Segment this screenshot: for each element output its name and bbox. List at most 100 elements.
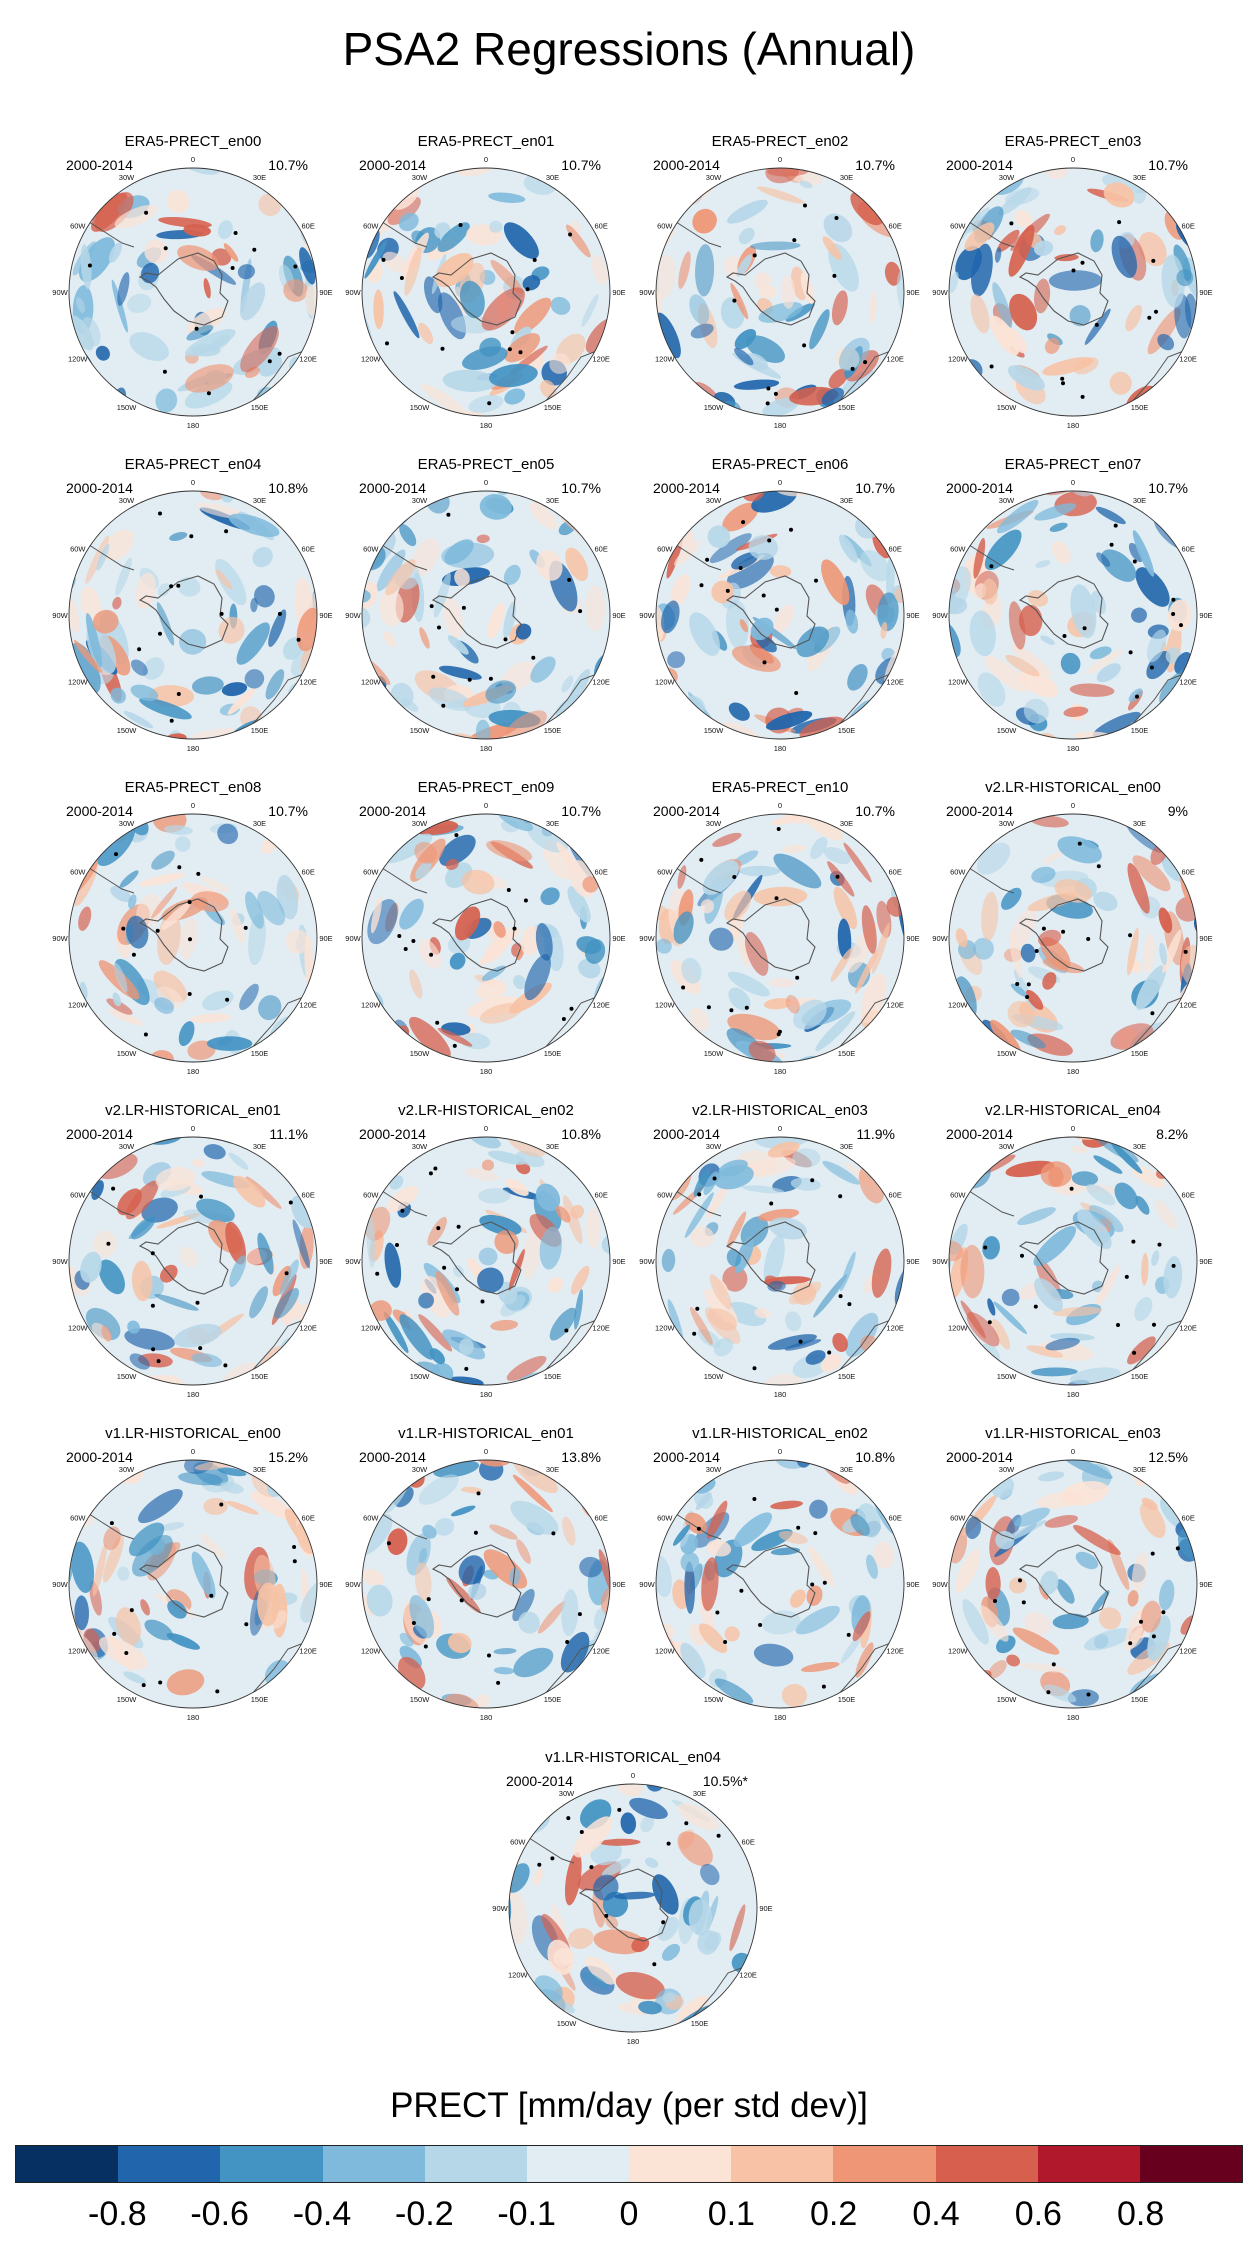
longitude-label: 0	[778, 155, 782, 164]
significance-marker	[705, 557, 710, 562]
panel-title: v1.LR-HISTORICAL_en03	[985, 1425, 1161, 1442]
panel-title: ERA5-PRECT_en06	[711, 456, 849, 473]
significance-marker	[176, 583, 181, 588]
significance-marker	[446, 512, 451, 517]
colorbar-tick-label: 0.2	[810, 2195, 858, 2233]
significance-marker	[792, 238, 797, 243]
significance-marker	[215, 1689, 220, 1694]
colorbar-tick-label: 0.8	[1117, 2195, 1165, 2233]
significance-marker	[987, 1320, 992, 1325]
panel-period: 2000-2014	[359, 157, 426, 173]
significance-marker	[292, 1545, 297, 1549]
significance-marker	[692, 1331, 697, 1336]
map-border	[68, 167, 318, 417]
significance-marker	[467, 677, 472, 682]
longitude-label: 120E	[592, 1001, 610, 1010]
significance-marker	[385, 341, 389, 346]
longitude-label: 0	[191, 1447, 195, 1456]
colorbar-tick-label: 0	[619, 2195, 639, 2233]
significance-marker	[199, 1194, 203, 1199]
significance-marker	[822, 1580, 827, 1585]
significance-marker	[774, 896, 779, 901]
longitude-label: 150W	[117, 403, 138, 412]
significance-marker	[458, 223, 463, 227]
polar-map: 0 30E 60E 90E 120E 150E 180 150W 120W 90W 60W 30W	[52, 155, 332, 430]
longitude-label: 90W	[932, 1580, 948, 1589]
significance-marker	[464, 1366, 469, 1371]
longitude-label: 90E	[1199, 611, 1212, 620]
longitude-label: 30W	[999, 496, 1015, 505]
longitude-label: 90E	[612, 288, 625, 297]
significance-marker	[1080, 260, 1085, 265]
colorbar-segment	[833, 2146, 936, 2182]
panel-period: 2000-2014	[66, 480, 133, 496]
significance-marker	[989, 564, 994, 569]
antarctica-coastline	[138, 252, 229, 326]
significance-marker	[187, 992, 192, 996]
panel-title: v2.LR-HISTORICAL_en02	[398, 1102, 574, 1119]
longitude-label: 60W	[657, 1191, 673, 1200]
significance-marker	[441, 703, 446, 708]
significance-marker	[143, 1032, 148, 1037]
longitude-label: 30E	[693, 1789, 706, 1798]
polar-map: 0 30E 60E 90E 120E 150E 180 150W 120W 90W 60W 30W	[639, 801, 919, 1076]
significance-marker	[188, 937, 192, 942]
longitude-label: 150E	[838, 1049, 856, 1058]
significance-marker	[455, 1287, 459, 1292]
longitude-label: 30W	[559, 1789, 575, 1798]
significance-marker	[150, 1303, 155, 1308]
longitude-label: 180	[187, 421, 200, 430]
longitude-label: 150E	[251, 403, 269, 412]
significance-marker	[163, 246, 168, 251]
longitude-label: 120W	[655, 1324, 676, 1333]
significance-marker	[1071, 268, 1076, 273]
longitude-label: 120E	[886, 1647, 904, 1656]
longitude-label: 150E	[251, 1372, 269, 1381]
longitude-label: 150W	[117, 1695, 138, 1704]
significance-marker	[400, 1208, 405, 1213]
antarctica-coastline	[431, 1544, 522, 1618]
significance-marker	[518, 350, 523, 355]
significance-marker	[739, 1588, 744, 1593]
significance-marker	[121, 926, 126, 931]
longitude-label: 120W	[508, 1971, 529, 1980]
significance-marker	[151, 1347, 156, 1352]
significance-marker	[223, 1363, 228, 1368]
significance-marker	[729, 1008, 734, 1013]
polar-map: 0 30E 60E 90E 120E 150E 180 150W 120W 90W 60W 30W	[52, 1124, 332, 1399]
longitude-label: 150E	[1131, 1695, 1149, 1704]
longitude-label: 0	[484, 1447, 488, 1456]
longitude-label: 30E	[546, 1465, 559, 1474]
panel-period: 2000-2014	[653, 1449, 720, 1465]
significance-marker	[442, 1265, 447, 1270]
longitude-label: 120E	[592, 355, 610, 364]
longitude-label: 90E	[319, 1257, 332, 1266]
antarctica-coastline	[725, 252, 816, 326]
significance-marker	[532, 258, 537, 262]
longitude-label: 90W	[639, 288, 655, 297]
polar-map: 0 30E 60E 90E 120E 150E 180 150W 120W 90W 60W 30W	[52, 478, 332, 753]
significance-marker	[1061, 381, 1065, 386]
significance-marker	[209, 1593, 214, 1598]
longitude-label: 120W	[948, 1647, 969, 1656]
colorbar-segment	[16, 2146, 119, 2182]
significance-marker	[375, 1271, 380, 1276]
longitude-label: 30W	[706, 819, 722, 828]
longitude-label: 150W	[997, 726, 1018, 735]
longitude-label: 90W	[639, 1580, 655, 1589]
panel-title: v2.LR-HISTORICAL_en01	[105, 1102, 281, 1119]
longitude-label: 30W	[706, 496, 722, 505]
significance-marker	[169, 718, 174, 723]
longitude-label: 60E	[1182, 868, 1195, 877]
longitude-label: 180	[480, 1390, 493, 1399]
longitude-label: 150W	[410, 1049, 431, 1058]
significance-marker	[850, 366, 855, 371]
longitude-label: 60W	[363, 1514, 379, 1523]
longitude-label: 120E	[1179, 1324, 1197, 1333]
significance-marker	[1183, 949, 1188, 954]
significance-marker	[684, 1821, 689, 1826]
longitude-label: 30W	[119, 1465, 135, 1474]
longitude-label: 90E	[612, 934, 625, 943]
longitude-label: 90W	[52, 1580, 68, 1589]
longitude-label: 150E	[544, 403, 562, 412]
